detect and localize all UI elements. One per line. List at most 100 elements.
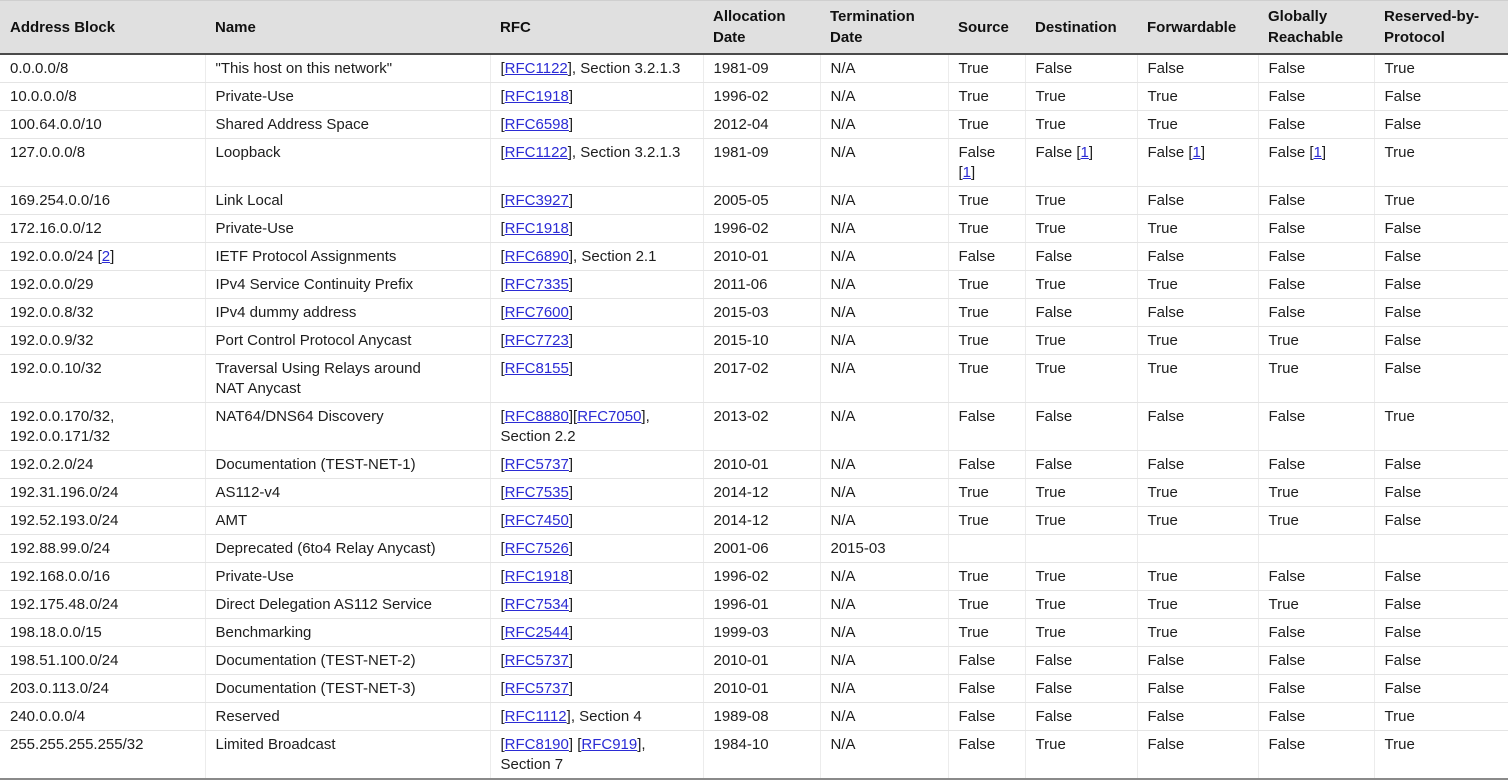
cell-forwardable: False [1136,402,1258,451]
cell-destination: True [1024,186,1137,215]
cell-rfc: [RFC6890], Section 2.1 [489,242,703,271]
cell-rfc: [RFC1122], Section 3.2.1.3 [489,138,703,187]
cell-name: IETF Protocol Assignments [204,242,490,271]
rfc-link[interactable]: RFC7050 [577,408,642,425]
cell-name: Deprecated (6to4 Relay Anycast) [204,534,490,563]
cell-globally_reachable: False [1257,214,1374,243]
cell-forwardable [1136,534,1258,563]
cell-termination_date: N/A [819,54,948,83]
cell-text: ] [568,304,574,321]
rfc-link[interactable]: RFC7335 [504,276,569,293]
cell-address_block: 192.0.0.170/32, 192.0.0.171/32 [0,402,205,451]
cell-allocation_date: 2001-06 [702,534,820,563]
rfc-link[interactable]: RFC1918 [504,220,569,237]
column-header-globally_reachable: Globally Reachable [1258,0,1374,55]
cell-source: True [947,506,1025,535]
table-row: 0.0.0.0/8 "This host on this network" [RFC… [0,54,1508,83]
rfc-link[interactable]: RFC7526 [504,540,569,557]
cell-address_block: 192.168.0.0/16 [0,562,205,591]
rfc-link[interactable]: RFC5737 [504,652,569,669]
cell-text: [ [500,624,505,641]
cell-destination: False [1024,702,1137,731]
cell-reserved_by_protocol: False [1373,674,1508,703]
cell-reserved_by_protocol: False [1373,618,1508,647]
cell-name: Benchmarking [204,618,490,647]
rfc-link[interactable]: RFC7600 [504,304,569,321]
cell-globally_reachable [1257,534,1374,563]
rfc-link[interactable]: RFC6598 [504,116,569,133]
cell-source: True [947,82,1025,111]
cell-text: False [ [1147,144,1193,161]
cell-address_block: 192.31.196.0/24 [0,478,205,507]
cell-reserved_by_protocol: False [1373,562,1508,591]
rfc-link[interactable]: RFC8155 [504,360,569,377]
cell-text: [ [500,144,505,161]
cell-reserved_by_protocol: False [1373,242,1508,271]
footnote-link[interactable]: 1 [1080,144,1089,161]
footnote-link[interactable]: 1 [1313,144,1322,161]
cell-globally_reachable: False [1257,298,1374,327]
cell-reserved_by_protocol: True [1373,402,1508,451]
cell-allocation_date: 2014-12 [702,478,820,507]
cell-text: [ [500,708,505,725]
cell-reserved_by_protocol: False [1373,326,1508,355]
cell-text: ] [568,484,574,501]
column-header-termination_date: Termination Date [820,0,948,55]
cell-allocation_date: 2010-01 [702,242,820,271]
cell-termination_date: N/A [819,242,948,271]
rfc-link[interactable]: RFC1918 [504,88,569,105]
cell-name: NAT64/DNS64 Discovery [204,402,490,451]
cell-name: Traversal Using Relays around NAT Anycast [204,354,490,403]
column-header-rfc: RFC [490,0,703,55]
rfc-link[interactable]: RFC1122 [504,144,568,161]
rfc-link[interactable]: RFC8880 [504,408,569,425]
cell-termination_date: N/A [819,354,948,403]
cell-name: Private-Use [204,562,490,591]
rfc-link[interactable]: RFC7534 [504,596,569,613]
cell-rfc: [RFC8880][RFC7050], Section 2.2 [489,402,703,451]
cell-rfc: [RFC7534] [489,590,703,619]
cell-globally_reachable: False [1257,82,1374,111]
rfc-link[interactable]: RFC7535 [504,484,569,501]
cell-address_block: 192.175.48.0/24 [0,590,205,619]
cell-text: Traversal Using Relays around [215,360,421,377]
rfc-link[interactable]: RFC6890 [504,248,569,265]
table-row: 198.18.0.0/15 Benchmarking [RFC2544] 1999-0… [0,618,1508,647]
rfc-link[interactable]: RFC2544 [504,624,569,641]
rfc-link[interactable]: RFC919 [581,736,638,753]
cell-globally_reachable: True [1257,590,1374,619]
cell-text: ], Section 3.2.1.3 [567,60,681,77]
footnote-link[interactable]: 1 [1192,144,1201,161]
cell-address_block: 10.0.0.0/8 [0,82,205,111]
cell-allocation_date: 2010-01 [702,674,820,703]
cell-globally_reachable: True [1257,354,1374,403]
rfc-link[interactable]: RFC5737 [504,456,569,473]
cell-text: 192.0.0.170/32, [10,408,115,425]
footnote-link[interactable]: 2 [101,248,111,265]
cell-rfc: [RFC7600] [489,298,703,327]
cell-termination_date: N/A [819,590,948,619]
cell-name: Link Local [204,186,490,215]
cell-forwardable: False [1136,242,1258,271]
cell-reserved_by_protocol: False [1373,82,1508,111]
rfc-link[interactable]: RFC1122 [504,60,568,77]
cell-text: [ [500,596,505,613]
cell-text: [ [500,88,505,105]
rfc-link[interactable]: RFC7450 [504,512,569,529]
rfc-link[interactable]: RFC8190 [504,736,569,753]
cell-termination_date: N/A [819,82,948,111]
cell-rfc: [RFC5737] [489,674,703,703]
cell-text: ] [568,512,574,529]
cell-forwardable: False [1136,702,1258,731]
cell-text: ], Section 2.1 [568,248,657,265]
footnote-link[interactable]: 1 [962,164,972,181]
cell-source: False [947,450,1025,479]
rfc-link[interactable]: RFC3927 [504,192,569,209]
rfc-link[interactable]: RFC7723 [504,332,569,349]
rfc-link[interactable]: RFC5737 [504,680,569,697]
rfc-link[interactable]: RFC1918 [504,568,569,585]
cell-text: ] [568,116,574,133]
cell-text: ], [637,736,646,753]
cell-source: False [947,402,1025,451]
rfc-link[interactable]: RFC1112 [504,708,567,725]
